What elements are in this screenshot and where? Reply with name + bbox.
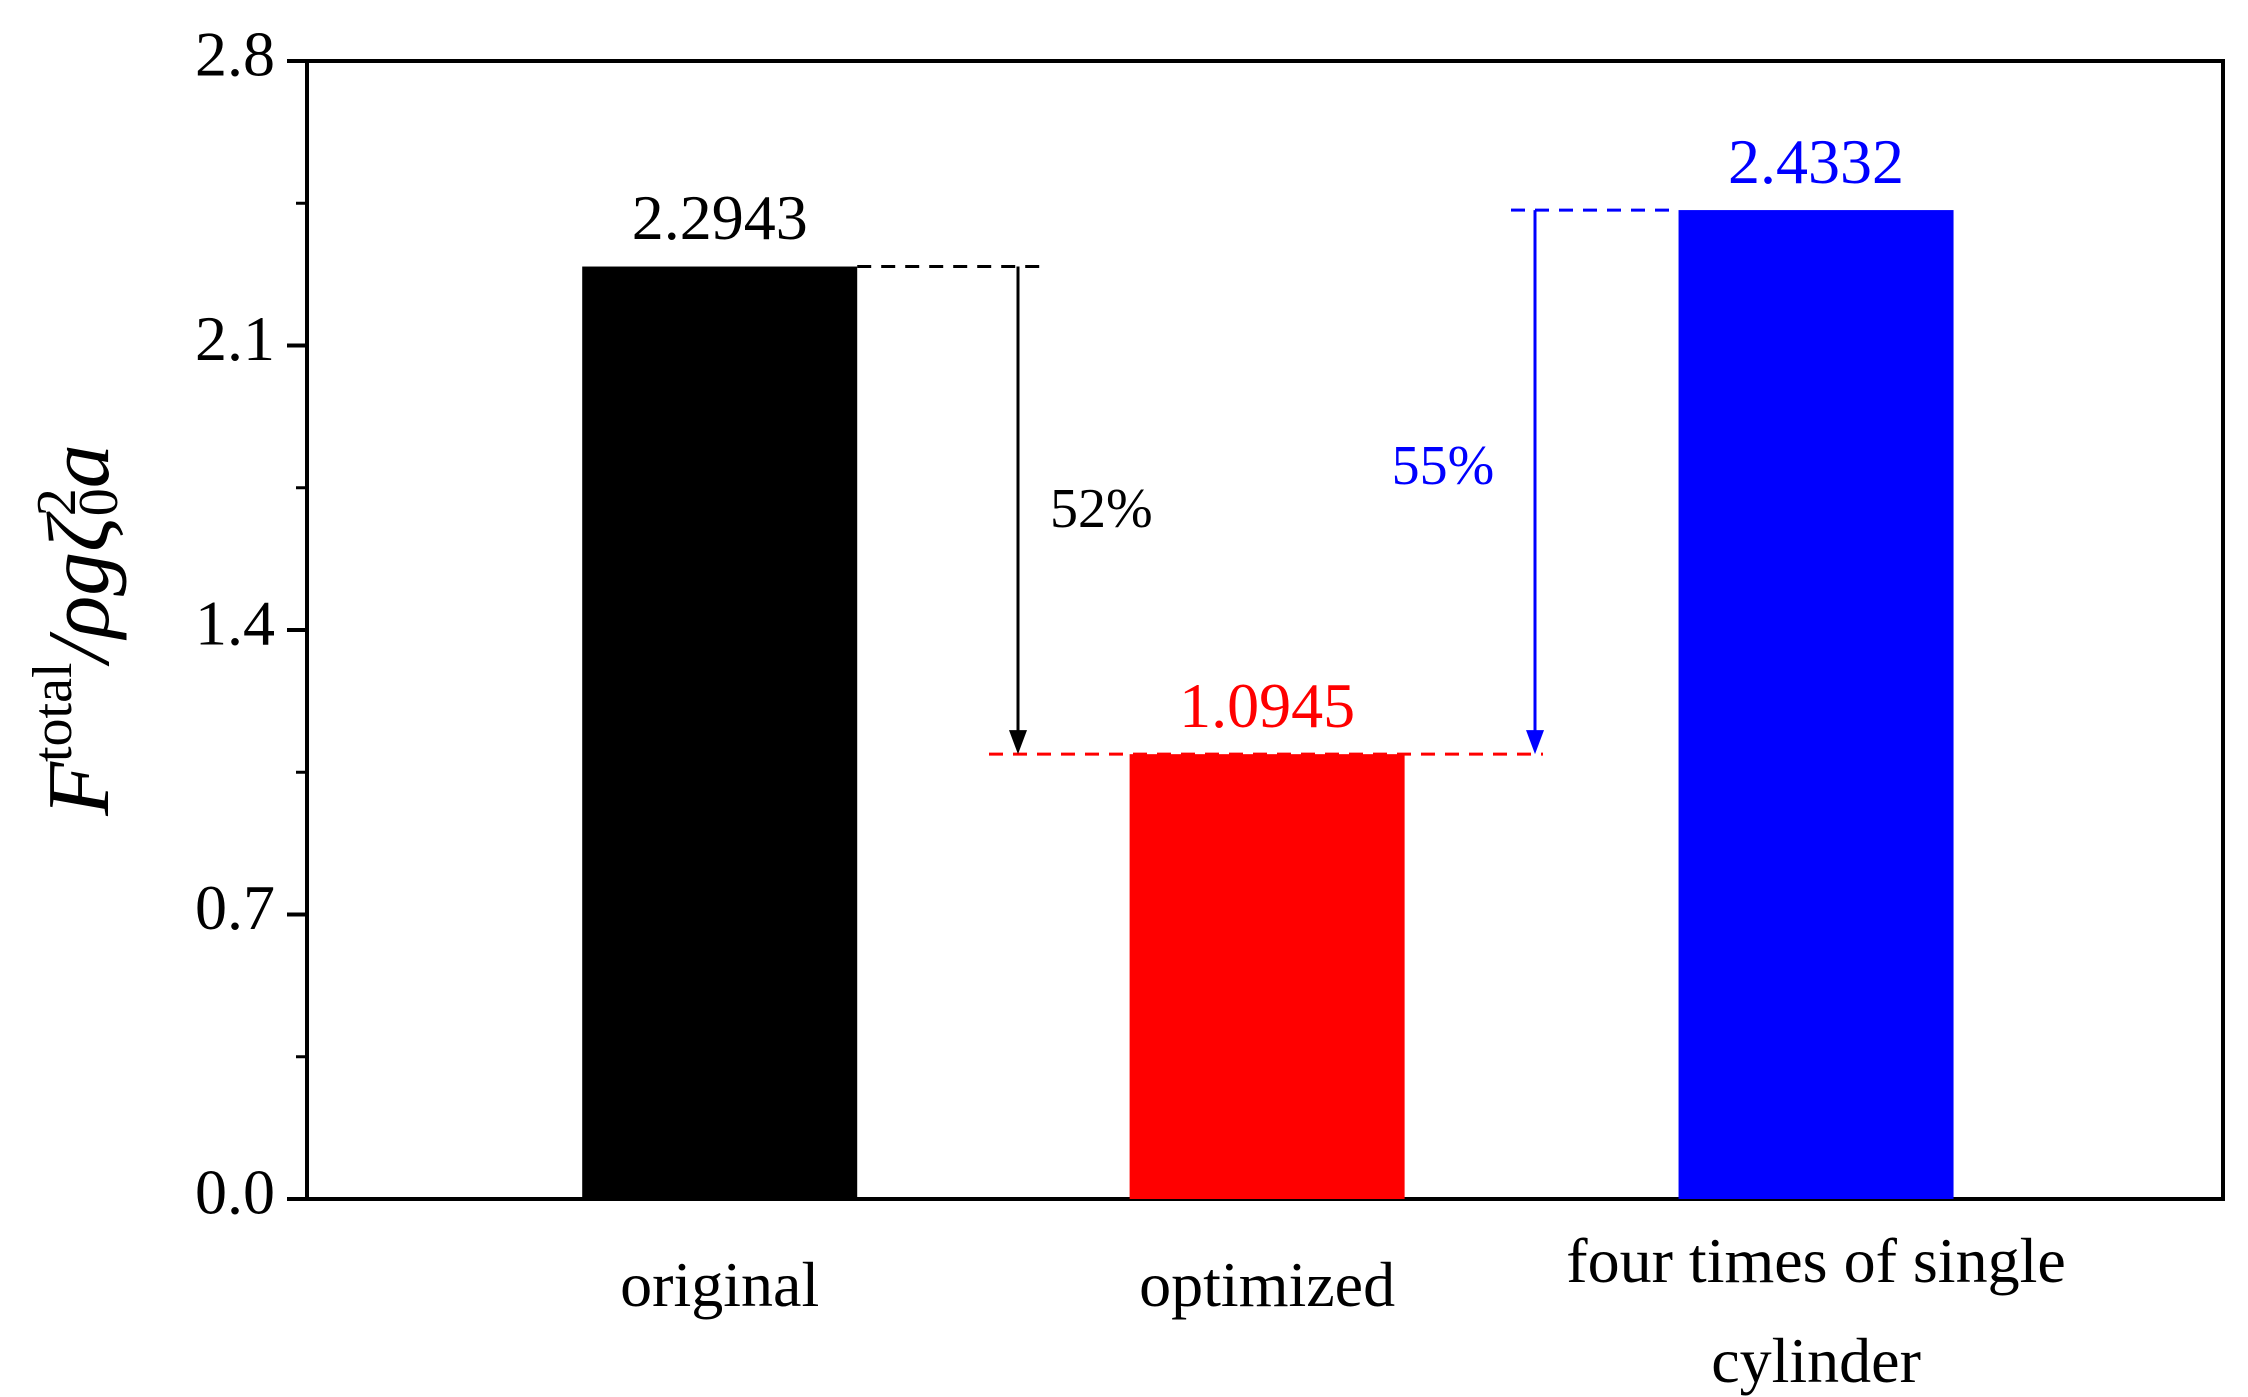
arrow-head: [1009, 730, 1027, 755]
y-tick-label: 2.1: [195, 303, 275, 374]
y-axis-label: Ftotal/ρgζ02a: [22, 444, 130, 817]
y-tick-label: 2.8: [195, 19, 275, 90]
value-label: 2.2943: [632, 182, 808, 253]
value-label: 2.4332: [1728, 126, 1904, 197]
bar: [1129, 754, 1405, 1199]
y-tick-label: 0.7: [195, 872, 275, 943]
y-label-part: 0: [68, 488, 130, 516]
bar: [1678, 210, 1954, 1199]
y-label-part: total: [22, 663, 84, 763]
bar: [582, 266, 858, 1200]
arrow-head: [1526, 730, 1544, 755]
x-tick-label-box: four times of single cylinder: [1566, 1225, 2066, 1396]
y-label-part: 2: [26, 488, 88, 516]
y-tick-label: 0.0: [195, 1157, 275, 1228]
x-tick-label-box: original: [620, 1249, 820, 1320]
y-label-part: F: [31, 761, 128, 817]
y-tick-label: 1.4: [195, 588, 275, 659]
y-label-part: a: [31, 444, 128, 488]
x-tick-label: four times of single cylinder: [1566, 1225, 2066, 1396]
x-tick-label: original: [620, 1249, 820, 1320]
annotation: 55%: [1392, 435, 1495, 497]
x-tick-label-box: optimized: [1139, 1249, 1396, 1320]
y-label-part: /ρgζ: [31, 511, 128, 668]
annotation: 52%: [1050, 478, 1153, 540]
x-tick-label: optimized: [1139, 1249, 1396, 1320]
value-label: 1.0945: [1179, 670, 1355, 741]
